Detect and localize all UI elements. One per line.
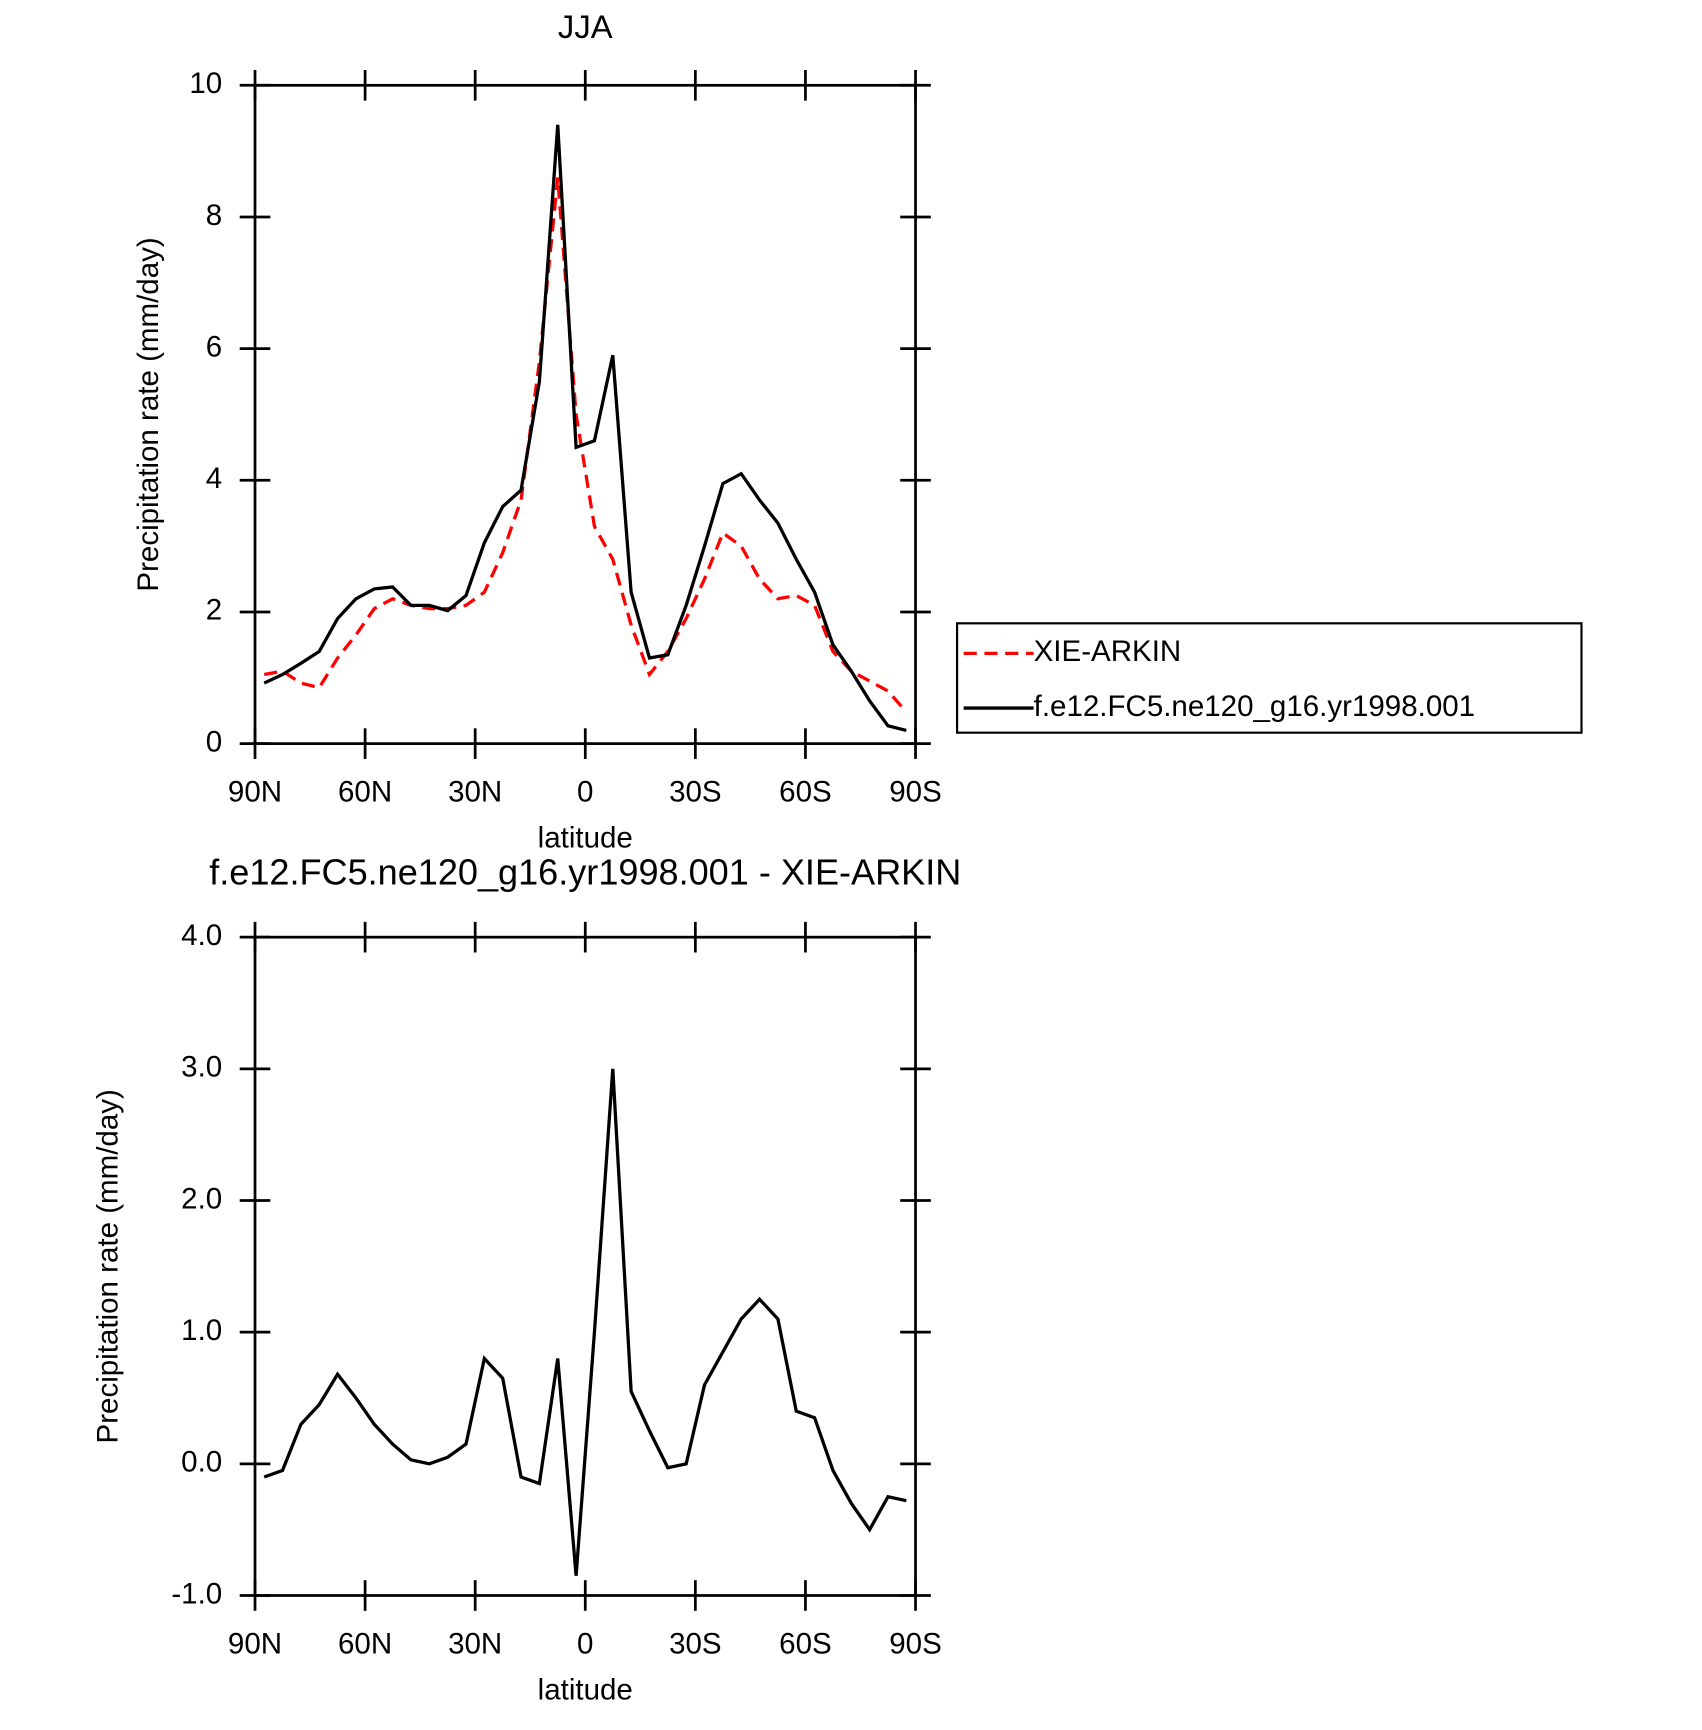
y-tick-label: 1.0: [181, 1314, 222, 1347]
x-tick-label: 30S: [669, 1628, 722, 1661]
x-tick-label: 90N: [228, 776, 282, 809]
data-line: [263, 177, 908, 714]
y-tick-label: 2.0: [181, 1182, 222, 1215]
chart-title: f.e12.FC5.ne120_g16.yr1998.001 - XIE-ARK…: [209, 851, 961, 892]
legend-box: [955, 622, 1583, 734]
y-tick-label: 4: [206, 462, 222, 495]
y-tick-label: -1.0: [171, 1577, 222, 1610]
x-tick-label: 90S: [889, 776, 942, 809]
x-tick-label: 60N: [338, 776, 392, 809]
y-tick-label: 3.0: [181, 1051, 222, 1084]
y-axis-label: Precipitation rate (mm/day): [91, 1089, 124, 1443]
y-tick-label: 2: [206, 594, 222, 627]
data-line: [263, 1068, 907, 1576]
y-tick-label: 0: [206, 725, 222, 758]
y-axis-label: Precipitation rate (mm/day): [132, 237, 165, 591]
y-tick-label: 10: [189, 67, 222, 100]
x-tick-label: 60N: [338, 1628, 392, 1661]
x-tick-label: 90S: [889, 1628, 942, 1661]
plot-frame: [253, 83, 917, 745]
y-tick-label: 8: [206, 199, 222, 232]
x-axis-label: latitude: [538, 822, 633, 855]
y-tick-label: 0.0: [181, 1446, 222, 1479]
legend-label: XIE-ARKIN: [1034, 635, 1182, 668]
data-line: [263, 124, 907, 733]
x-tick-label: 60S: [779, 776, 832, 809]
x-tick-label: 30S: [669, 776, 722, 809]
x-tick-label: 0: [577, 1628, 593, 1661]
x-tick-label: 90N: [228, 1628, 282, 1661]
y-tick-label: 4.0: [181, 919, 222, 952]
x-tick-label: 0: [577, 776, 593, 809]
x-tick-label: 60S: [779, 1628, 832, 1661]
plot-frame: [253, 935, 917, 1597]
y-tick-label: 6: [206, 330, 222, 363]
x-tick-label: 30N: [448, 1628, 502, 1661]
x-tick-label: 30N: [448, 776, 502, 809]
chart-title: JJA: [558, 8, 613, 45]
x-axis-label: latitude: [538, 1674, 633, 1707]
legend-label: f.e12.FC5.ne120_g16.yr1998.001: [1034, 690, 1475, 723]
